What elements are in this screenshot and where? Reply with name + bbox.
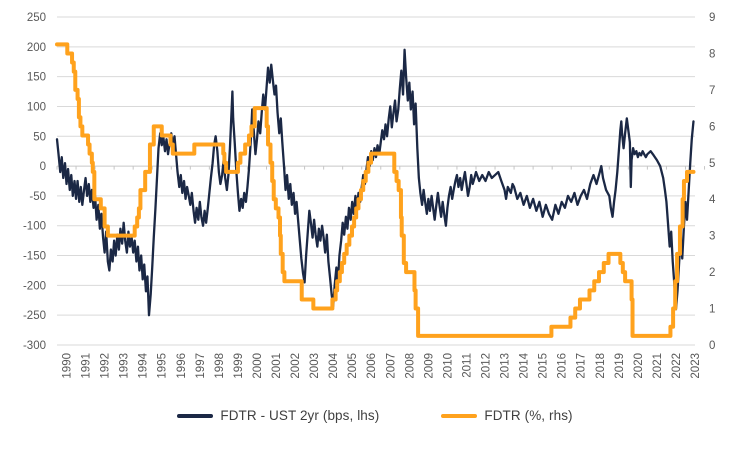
y-axis-right-tick-label: 9 xyxy=(709,12,715,24)
y-axis-right-tick-label: 1 xyxy=(709,304,715,316)
x-axis-year-label: 2015 xyxy=(538,353,550,379)
y-axis-left-tick-label: 150 xyxy=(27,72,46,84)
x-axis-year-label: 2021 xyxy=(652,353,664,379)
x-axis-year-label: 1992 xyxy=(100,353,112,379)
x-axis-year-label: 2019 xyxy=(614,353,626,379)
y-axis-left-tick-label: -200 xyxy=(23,280,46,292)
x-axis-year-label: 1995 xyxy=(157,353,169,379)
y-axis-right-tick-label: 2 xyxy=(709,267,715,279)
series-line-fdtr xyxy=(55,42,696,338)
legend-item-spread: FDTR - UST 2yr (bps, lhs) xyxy=(177,408,379,423)
x-axis-year-label: 2023 xyxy=(690,353,702,379)
y-axis-left-tick-label: -250 xyxy=(23,310,46,322)
series-line-spread xyxy=(55,48,695,317)
x-axis-year-label: 2006 xyxy=(366,353,378,379)
x-axis-year-label: 2005 xyxy=(347,353,359,379)
x-axis-year-label: 2014 xyxy=(519,352,531,378)
y-axis-right-tick-label: 4 xyxy=(709,194,716,206)
y-axis-right-tick-label: 7 xyxy=(709,85,715,97)
x-axis-year-label: 2022 xyxy=(671,353,683,379)
x-axis-year-label: 2004 xyxy=(328,352,340,378)
x-axis-year-label: 1993 xyxy=(119,353,131,379)
x-axis-year-label: 1994 xyxy=(138,352,150,378)
y-axis-left-tick-label: -150 xyxy=(23,251,46,263)
y-axis-left-tick-label: 200 xyxy=(27,42,46,54)
y-axis-right-tick-label: 6 xyxy=(709,121,715,133)
y-axis-right-tick-label: 3 xyxy=(709,231,715,243)
x-axis-year-label: 2016 xyxy=(557,353,569,379)
x-axis-year-label: 1999 xyxy=(233,353,245,379)
y-axis-right-tick-label: 0 xyxy=(709,340,715,352)
x-axis-year-label: 2002 xyxy=(290,353,302,379)
x-axis-year-label: 2018 xyxy=(595,353,607,379)
x-axis-year-label: 2009 xyxy=(423,353,435,379)
x-axis-year-label: 2000 xyxy=(252,353,264,379)
legend-label-spread: FDTR - UST 2yr (bps, lhs) xyxy=(220,408,380,423)
legend-line-sample-navy xyxy=(177,413,214,418)
x-axis-year-label: 1998 xyxy=(214,353,226,379)
x-axis-year-label: 2001 xyxy=(271,353,283,379)
x-axis-year-label: 1991 xyxy=(81,353,93,379)
y-axis-right-tick-label: 5 xyxy=(709,158,715,170)
y-axis-left-tick-label: 0 xyxy=(40,161,46,173)
y-axis-left-tick-label: 100 xyxy=(27,101,46,113)
x-axis-year-label: 1990 xyxy=(62,353,74,379)
x-axis-year-label: 2010 xyxy=(442,353,454,379)
x-axis-year-label: 2020 xyxy=(633,353,645,379)
x-axis-year-label: 2017 xyxy=(576,353,588,379)
x-axis-year-label: 1996 xyxy=(176,353,188,379)
y-axis-left-tick-label: -50 xyxy=(29,191,46,203)
x-axis-year-label: 2013 xyxy=(500,353,512,379)
x-axis-year-label: 2008 xyxy=(404,353,416,379)
x-axis-year-label: 1997 xyxy=(195,353,207,379)
y-axis-left-tick-label: 250 xyxy=(27,12,46,24)
x-axis-year-label: 2007 xyxy=(385,353,397,379)
x-axis-year-label: 2003 xyxy=(309,353,321,379)
y-axis-left-tick-label: 50 xyxy=(33,131,46,143)
legend-item-fdtr: FDTR (%, rhs) xyxy=(441,408,573,423)
y-axis-right-tick-label: 8 xyxy=(709,48,715,60)
y-axis-left-tick-label: -300 xyxy=(23,340,46,352)
chart-legend: FDTR - UST 2yr (bps, lhs) FDTR (%, rhs) xyxy=(0,408,750,423)
x-axis-year-label: 2012 xyxy=(481,353,493,379)
legend-label-fdtr: FDTR (%, rhs) xyxy=(484,408,573,423)
y-axis-left-tick-label: -100 xyxy=(23,221,46,233)
x-axis-year-label: 2011 xyxy=(461,353,473,378)
legend-line-sample-orange xyxy=(441,413,478,418)
